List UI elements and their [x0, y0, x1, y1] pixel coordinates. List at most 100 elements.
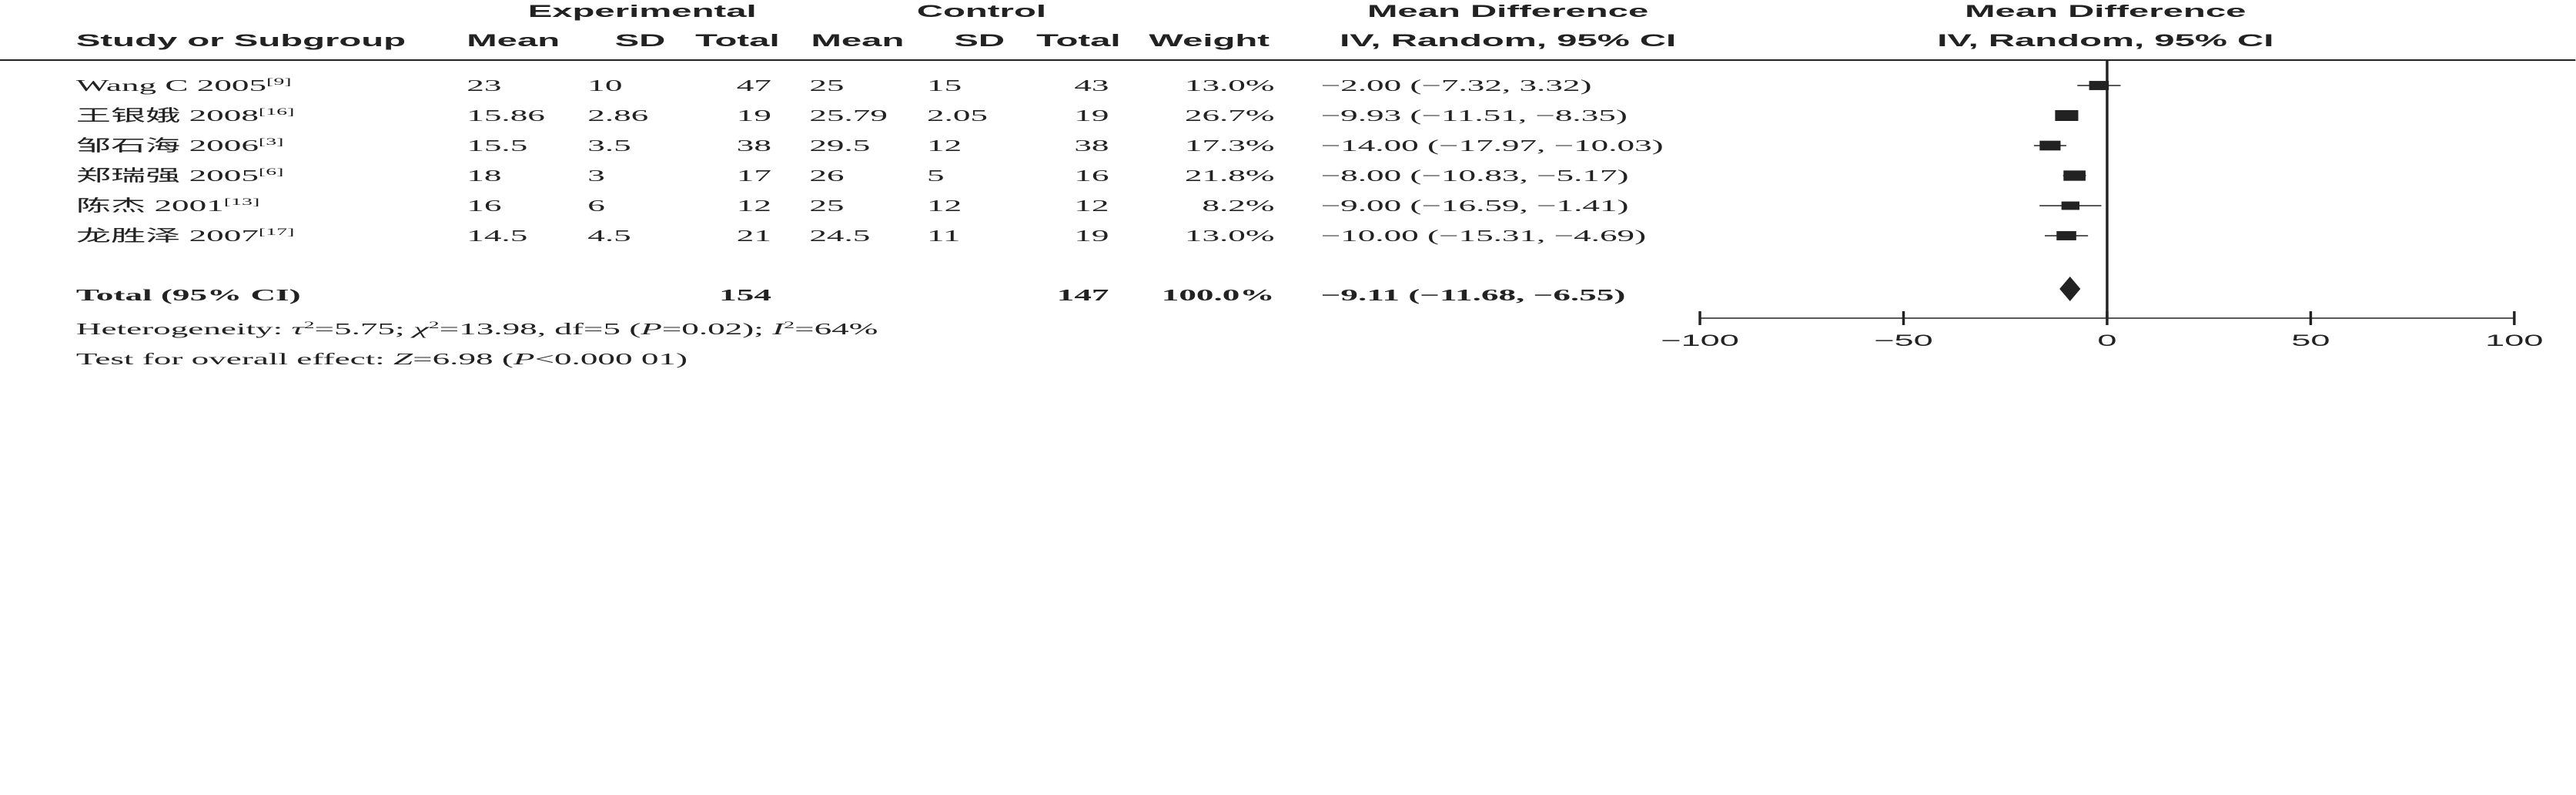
total-exp-total: 154 [719, 287, 771, 304]
study-markers [2033, 81, 2121, 240]
study-name: 王银娥 2008[16] [76, 106, 295, 125]
table-row: 陈杰 2001[13] 16 6 12 25 12 12 8.2% −9.00 (−16.59,… [76, 196, 1629, 215]
header-experimental: Experimental [528, 2, 757, 20]
cell-weight: 13.0% [1185, 227, 1275, 245]
cell-exp-total: 19 [737, 107, 771, 125]
cell-exp-mean: 18 [467, 167, 501, 185]
total-ci: −9.11 (−11.68, −6.55) [1321, 287, 1626, 304]
effect-square [2055, 110, 2079, 121]
table-row: 王银娥 2008[16] 15.86 2.86 19 25.79 2.05 19 26.7% −… [76, 106, 1628, 125]
cell-ci: −9.93 (−11.51, −8.35) [1321, 107, 1628, 125]
cell-exp-total: 21 [737, 227, 771, 245]
cell-exp-mean: 15.86 [467, 107, 545, 125]
cell-weight: 21.8% [1185, 167, 1275, 185]
header-exp-sd: SD [615, 31, 666, 49]
header-ctl-sd: SD [954, 31, 1005, 49]
study-label: 邹石海 2006 [76, 137, 259, 155]
cell-ctl-mean: 29.5 [809, 137, 870, 155]
table-row: 邹石海 2006[3] 15.5 3.5 38 29.5 12 38 17.3% −14.00 … [76, 136, 1664, 155]
x-axis-ticks: −100 −50 0 50 100 [1661, 311, 2544, 350]
cell-ci: −2.00 (−7.32, 3.32) [1321, 77, 1592, 95]
x-tick-label: 50 [2291, 332, 2330, 350]
cell-exp-sd: 3 [587, 167, 605, 185]
header-control: Control [917, 2, 1046, 20]
header-ctl-total: Total [1036, 31, 1120, 49]
table-row: Wang C 2005[9] 23 10 47 25 15 43 13.0% −2.00 (−7… [76, 76, 1592, 95]
table-row: 郑瑞强 2005[6] 18 3 17 26 5 16 21.8% −8.00 (−10.83,… [76, 166, 1629, 185]
header-exp-total: Total [695, 31, 779, 49]
header-md-table-top: Mean Difference [1367, 2, 1648, 20]
overall-effect-text: Test for overall effect: Z=6.98 (P<0.000… [76, 351, 687, 368]
cell-exp-total: 17 [737, 167, 771, 185]
cell-ctl-mean: 25.79 [809, 107, 888, 125]
cell-ctl-total: 38 [1074, 137, 1109, 155]
x-tick-label: −100 [1661, 332, 1739, 350]
study-rows: Wang C 2005[9] 23 10 47 25 15 43 13.0% −2.00 (−7… [76, 76, 1664, 245]
cell-ci: −9.00 (−16.59, −1.41) [1321, 197, 1629, 215]
cell-ctl-sd: 5 [927, 167, 945, 185]
total-weight: 100.0% [1162, 287, 1275, 304]
header-md-table-bottom: IV, Random, 95% CI [1340, 31, 1676, 49]
total-ctl-total: 147 [1057, 287, 1109, 304]
study-reference: [13] [224, 196, 260, 207]
cell-weight: 8.2% [1202, 197, 1274, 215]
cell-exp-mean: 15.5 [467, 137, 527, 155]
cell-ci: −8.00 (−10.83, −5.17) [1321, 167, 1629, 185]
header-weight: Weight [1149, 31, 1270, 49]
cell-weight: 13.0% [1185, 77, 1275, 95]
cell-exp-sd: 2.86 [587, 107, 648, 125]
effect-square [2061, 201, 2080, 210]
cell-exp-sd: 3.5 [587, 137, 631, 155]
cell-exp-total: 38 [737, 137, 771, 155]
study-name: 邹石海 2006[3] [76, 136, 284, 155]
plot-area: −100 −50 0 50 100 [1661, 60, 2544, 350]
effect-square [2056, 231, 2076, 240]
cell-exp-total: 47 [737, 77, 771, 95]
study-name: Wang C 2005[9] [76, 76, 292, 95]
cell-weight: 17.3% [1185, 137, 1275, 155]
cell-ctl-sd: 11 [927, 227, 960, 245]
cell-exp-mean: 23 [467, 77, 501, 95]
cell-ctl-total: 12 [1074, 197, 1109, 215]
cell-ctl-mean: 26 [809, 167, 844, 185]
cell-weight: 26.7% [1185, 107, 1275, 125]
cell-exp-mean: 14.5 [467, 227, 527, 245]
cell-ctl-total: 19 [1074, 227, 1109, 245]
cell-exp-sd: 10 [587, 77, 622, 95]
cell-ctl-sd: 2.05 [927, 107, 988, 125]
effect-square [2063, 170, 2086, 181]
study-reference: [6] [259, 166, 284, 177]
cell-ctl-mean: 25 [809, 77, 844, 95]
study-label: 王银娥 2008 [76, 107, 259, 125]
cell-ctl-sd: 15 [927, 77, 962, 95]
effect-square [2089, 81, 2109, 90]
x-tick-label: 0 [2097, 332, 2116, 350]
study-name: 陈杰 2001[13] [76, 196, 259, 215]
cell-ctl-mean: 24.5 [809, 227, 870, 245]
cell-exp-mean: 16 [467, 197, 501, 215]
study-reference: [17] [259, 226, 295, 237]
total-label: Total (95% CI) [76, 287, 301, 304]
study-label: 郑瑞强 2005 [76, 167, 259, 185]
cell-ctl-total: 16 [1074, 167, 1109, 185]
cell-ci: −14.00 (−17.97, −10.03) [1321, 137, 1664, 155]
header-exp-mean: Mean [467, 31, 560, 49]
study-reference: [16] [259, 106, 295, 117]
cell-ctl-mean: 25 [809, 197, 844, 215]
summary-diamond [2059, 277, 2081, 301]
cell-exp-sd: 6 [587, 197, 605, 215]
cell-ctl-total: 43 [1074, 77, 1109, 95]
study-name: 龙胜泽 2007[17] [76, 226, 295, 245]
header-study: Study or Subgroup [76, 31, 406, 49]
cell-ctl-sd: 12 [927, 137, 962, 155]
cell-ci: −10.00 (−15.31, −4.69) [1321, 227, 1646, 245]
header-ctl-mean: Mean [811, 31, 905, 49]
cell-ctl-sd: 12 [927, 197, 962, 215]
cell-exp-total: 12 [737, 197, 771, 215]
cell-ctl-total: 19 [1074, 107, 1109, 125]
study-label: Wang C 2005 [76, 77, 266, 95]
heterogeneity-text: Heterogeneity: τ2=5.75; χ2=13.98, df=5 (… [76, 320, 878, 338]
cell-exp-sd: 4.5 [587, 227, 631, 245]
